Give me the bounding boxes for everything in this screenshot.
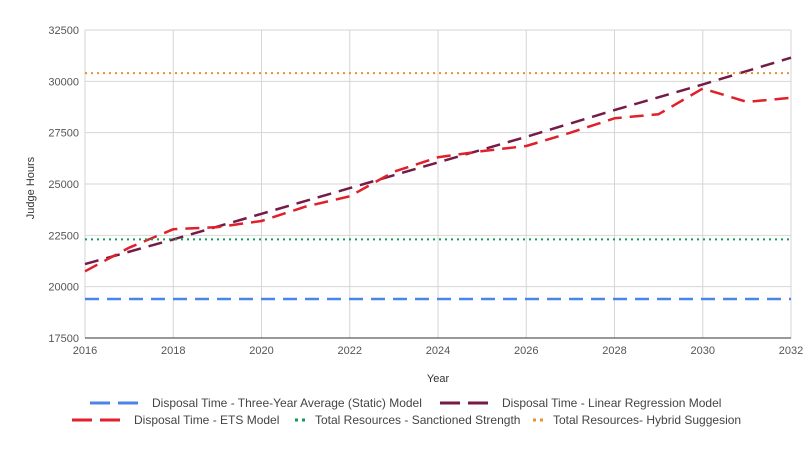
legend-item-3: Disposal Time - ETS Model (72, 413, 279, 427)
x-tick-label: 2020 (249, 345, 273, 357)
legend-label: Disposal Time - Linear Regression Model (502, 396, 721, 410)
x-tick-label: 2028 (602, 345, 626, 357)
chart-legend: Disposal Time - Three-Year Average (Stat… (72, 396, 741, 427)
legend-item-1: Disposal Time - Three-Year Average (Stat… (90, 396, 422, 410)
legend-label: Disposal Time - Three-Year Average (Stat… (152, 396, 422, 410)
series-line-2 (84, 56, 792, 266)
x-tick-label: 2022 (338, 345, 362, 357)
legend-item-5: Total Resources- Hybrid Suggesion (533, 413, 741, 427)
x-tick-label: 2032 (779, 345, 803, 357)
y-tick-label: 17500 (48, 333, 79, 345)
x-tick-label: 2030 (691, 345, 715, 357)
y-tick-label: 30000 (48, 76, 79, 88)
legend-label: Total Resources - Sanctioned Strength (315, 413, 520, 427)
chart-series (84, 56, 792, 301)
x-tick-label: 2016 (73, 345, 97, 357)
x-tick-label: 2018 (161, 345, 185, 357)
y-axis-title: Judge Hours (25, 156, 37, 219)
legend-item-2: Disposal Time - Linear Regression Model (440, 396, 721, 410)
y-tick-label: 27500 (48, 128, 79, 140)
x-tick-label: 2026 (514, 345, 538, 357)
chart-grid (84, 29, 792, 339)
y-tick-label: 20000 (48, 282, 79, 294)
chart-tick-labels: 17500 20000 22500 25000 27500 30000 32500 2016 2… (48, 25, 803, 357)
legend-item-4: Total Resources - Sanctioned Strength (295, 413, 520, 427)
legend-label: Disposal Time - ETS Model (134, 413, 279, 427)
series-line-3 (84, 87, 792, 273)
x-tick-label: 2024 (426, 345, 450, 357)
legend-label: Total Resources- Hybrid Suggesion (553, 413, 741, 427)
y-tick-label: 25000 (48, 179, 79, 191)
x-axis-title: Year (427, 373, 450, 385)
y-tick-label: 22500 (48, 230, 79, 242)
y-tick-label: 32500 (48, 25, 79, 37)
